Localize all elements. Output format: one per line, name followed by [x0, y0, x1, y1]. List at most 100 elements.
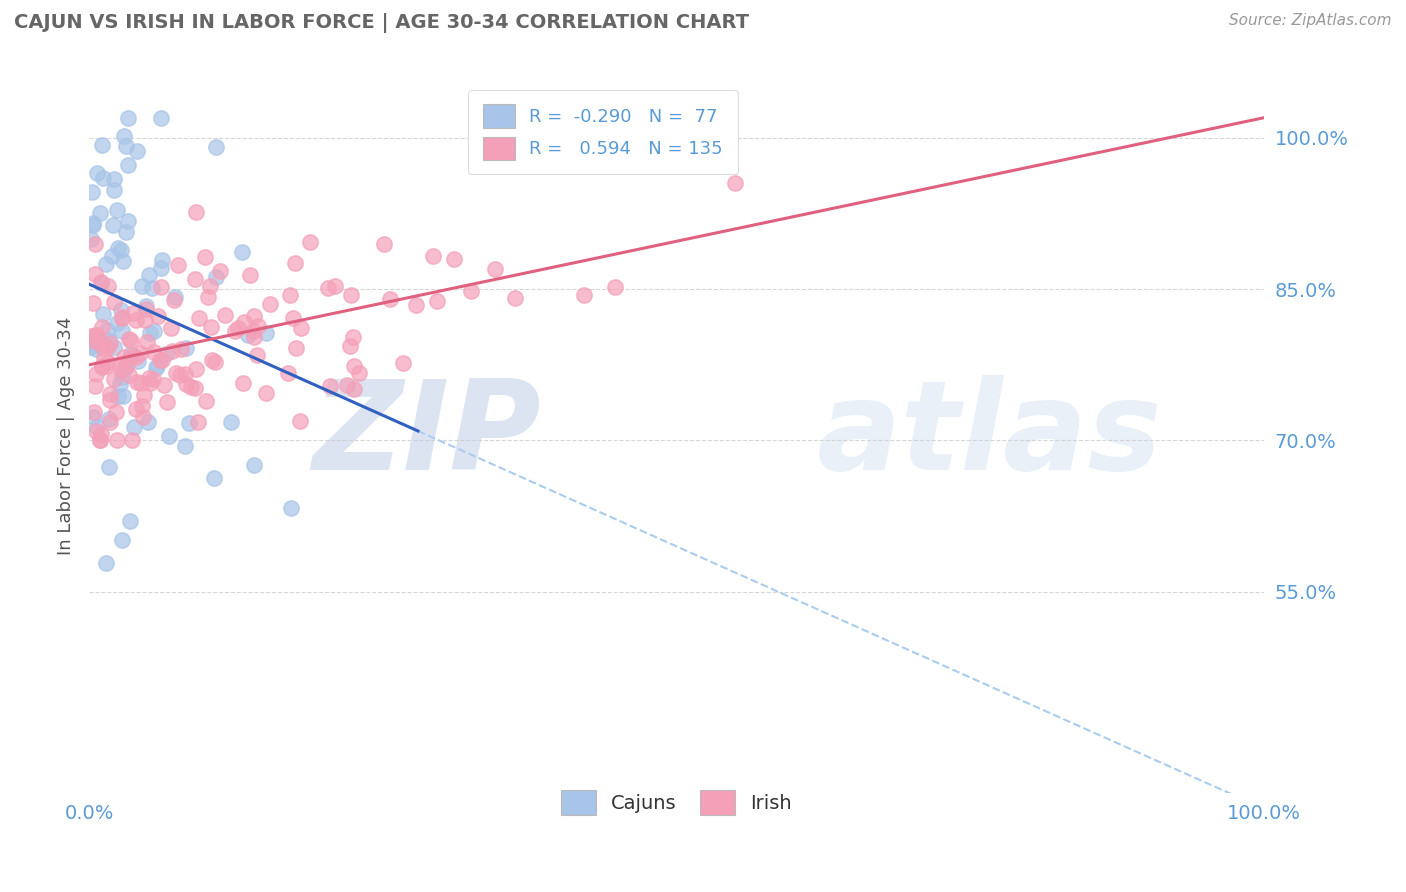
Point	[204, 355, 226, 369]
Point	[132, 387, 155, 401]
Point	[460, 284, 482, 298]
Y-axis label: In Labor Force | Age 30-34: In Labor Force | Age 30-34	[58, 317, 75, 555]
Point	[342, 330, 364, 344]
Point	[138, 371, 160, 385]
Point	[125, 402, 148, 417]
Point	[142, 371, 165, 385]
Point	[165, 290, 187, 304]
Text: CAJUN VS IRISH IN LABOR FORCE | AGE 30-34 CORRELATION CHART: CAJUN VS IRISH IN LABOR FORCE | AGE 30-3…	[14, 13, 749, 33]
Point	[298, 235, 321, 250]
Point	[152, 377, 174, 392]
Point	[134, 312, 156, 326]
Point	[146, 359, 169, 373]
Point	[209, 264, 232, 278]
Point	[84, 236, 107, 251]
Point	[111, 362, 134, 376]
Point	[107, 434, 129, 448]
Point	[281, 311, 304, 326]
Point	[125, 312, 148, 326]
Point	[112, 128, 135, 143]
Point	[89, 434, 111, 448]
Point	[97, 412, 120, 426]
Point	[238, 268, 260, 282]
Point	[122, 420, 145, 434]
Point	[232, 376, 254, 391]
Point	[219, 415, 242, 429]
Point	[110, 310, 132, 325]
Point	[187, 415, 209, 429]
Point	[118, 514, 141, 528]
Point	[247, 318, 270, 333]
Point	[127, 354, 149, 368]
Point	[484, 262, 506, 277]
Point	[86, 420, 108, 434]
Point	[339, 338, 361, 352]
Point	[143, 325, 166, 339]
Point	[111, 324, 134, 338]
Point	[163, 293, 186, 308]
Point	[131, 400, 153, 414]
Point	[118, 332, 141, 346]
Point	[98, 393, 121, 408]
Point	[202, 471, 225, 485]
Point	[243, 330, 266, 344]
Point	[174, 439, 197, 453]
Point	[184, 362, 207, 376]
Point	[110, 303, 132, 318]
Point	[103, 294, 125, 309]
Point	[194, 394, 217, 409]
Point	[117, 111, 139, 125]
Point	[149, 111, 172, 125]
Point	[105, 202, 128, 217]
Point	[176, 341, 198, 355]
Point	[200, 279, 222, 293]
Point	[111, 533, 134, 548]
Point	[205, 140, 228, 154]
Point	[118, 368, 141, 383]
Point	[80, 185, 103, 199]
Point	[139, 326, 162, 340]
Point	[82, 218, 104, 232]
Point	[97, 355, 120, 369]
Point	[149, 260, 172, 275]
Point	[197, 290, 219, 304]
Point	[180, 379, 202, 393]
Point	[170, 342, 193, 356]
Point	[103, 372, 125, 386]
Point	[319, 379, 342, 393]
Point	[426, 293, 449, 308]
Point	[97, 340, 120, 354]
Point	[120, 347, 142, 361]
Point	[86, 327, 108, 342]
Point	[80, 232, 103, 246]
Point	[160, 320, 183, 334]
Point	[94, 556, 117, 570]
Point	[323, 279, 346, 293]
Point	[91, 171, 114, 186]
Point	[82, 216, 104, 230]
Point	[98, 387, 121, 401]
Point	[80, 329, 103, 343]
Point	[89, 205, 111, 219]
Point	[120, 350, 142, 364]
Point	[111, 389, 134, 403]
Point	[246, 348, 269, 362]
Point	[83, 378, 105, 392]
Point	[188, 310, 211, 325]
Point	[316, 281, 339, 295]
Point	[131, 278, 153, 293]
Point	[115, 358, 138, 372]
Point	[224, 324, 246, 338]
Point	[278, 288, 301, 302]
Point	[166, 258, 188, 272]
Point	[83, 267, 105, 281]
Point	[145, 360, 167, 375]
Point	[373, 237, 395, 252]
Point	[101, 218, 124, 232]
Point	[83, 334, 105, 348]
Point	[186, 205, 208, 219]
Point	[184, 381, 207, 395]
Point	[284, 256, 307, 270]
Point	[347, 367, 370, 381]
Point	[120, 334, 142, 349]
